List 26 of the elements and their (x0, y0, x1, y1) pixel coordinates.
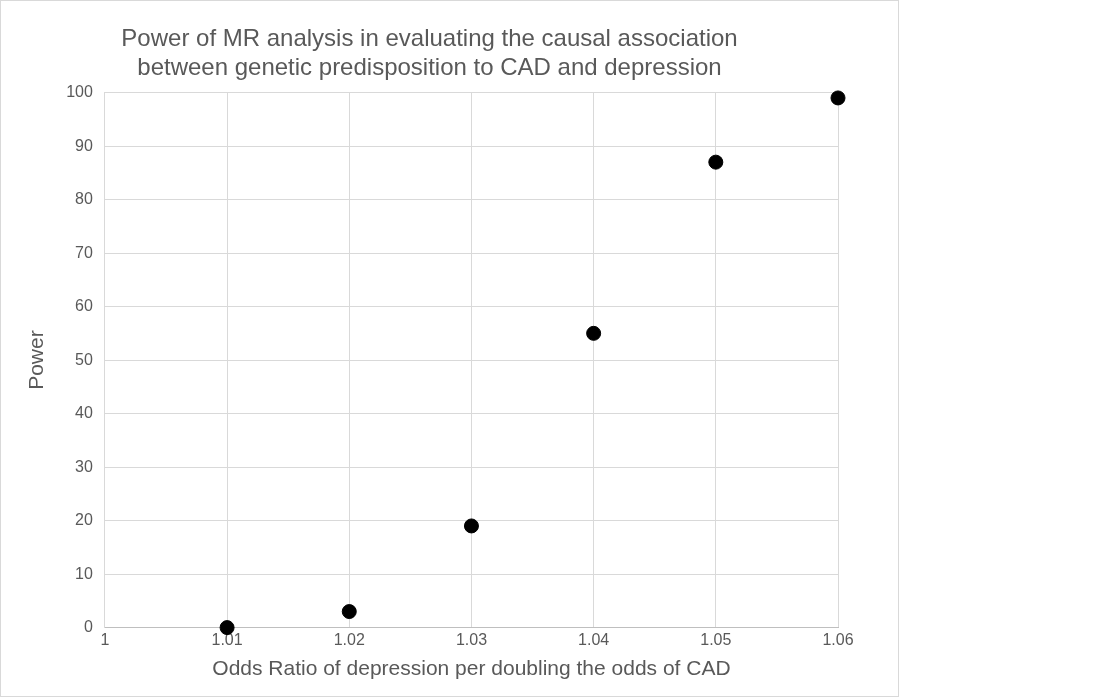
point (341, 604, 357, 620)
y-tick-label: 30 (75, 457, 93, 475)
chart-title: Power of MR analysis in evaluating the causal association between genetic predisposition to CAD and depression (121, 24, 738, 80)
point (830, 90, 846, 106)
y-tick-label: 10 (75, 564, 93, 582)
x-tick-label: 1.05 (700, 630, 732, 648)
point (463, 518, 479, 534)
y-tick-label: 80 (75, 190, 93, 208)
x-axis-title: Odds Ratio of depression per doubling the odds of CAD (212, 656, 731, 680)
y-tick-label: 70 (75, 243, 93, 261)
y-tick-label: 0 (83, 618, 93, 636)
point (708, 154, 724, 170)
x-tick-label: 1.03 (455, 630, 488, 648)
y-tick-label: 50 (75, 350, 93, 368)
x-tick-label: 1.06 (822, 630, 854, 648)
y-tick-label: 40 (75, 404, 93, 422)
x-tick-label: 1.02 (333, 630, 365, 648)
y-tick-label: 60 (75, 297, 93, 315)
y-tick-label: 20 (75, 511, 93, 529)
x-tick-label: 1.01 (211, 630, 243, 648)
y-axis-title: Power (24, 330, 48, 390)
x-tick-label: 1 (100, 630, 110, 648)
y-tick-label: 90 (75, 136, 93, 154)
x-tick-label: 1.04 (578, 630, 610, 648)
point (586, 325, 602, 341)
y-tick-label: 100 (66, 83, 93, 101)
